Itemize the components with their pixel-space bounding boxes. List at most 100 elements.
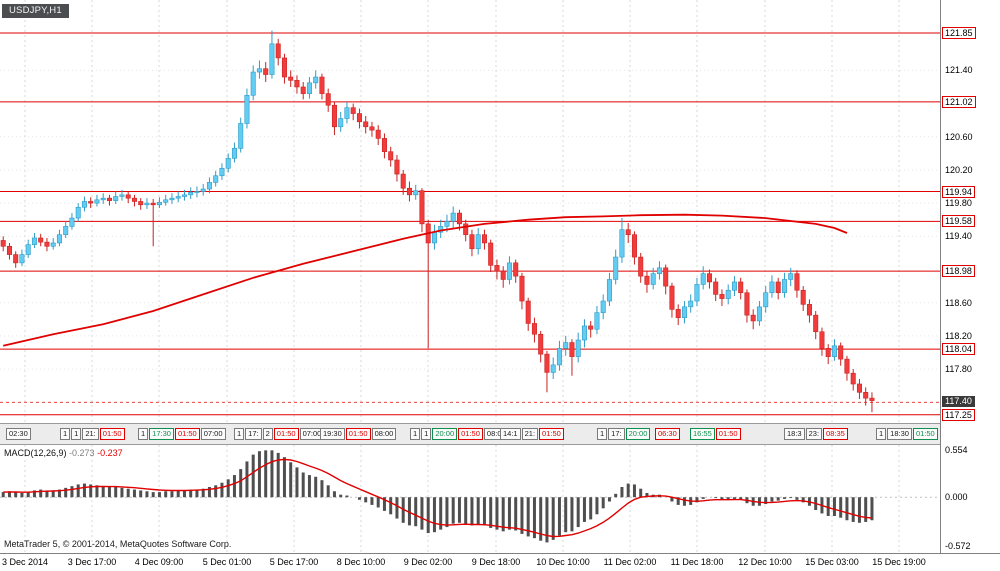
candle-body xyxy=(638,256,644,277)
event-time-badge[interactable]: 20:00 xyxy=(432,428,458,440)
event-time-badge[interactable]: 02:30 xyxy=(6,428,31,440)
event-time-badge[interactable]: 01:50 xyxy=(912,428,938,440)
candle-body xyxy=(825,348,831,357)
event-time-badge[interactable]: 1 xyxy=(421,428,432,440)
candle-body xyxy=(413,190,419,196)
candle-body xyxy=(388,151,394,161)
candle-body xyxy=(175,196,181,199)
event-time-badge[interactable]: 1 xyxy=(138,428,149,440)
event-time-badge[interactable]: 08:00 xyxy=(371,428,397,440)
event-time-badge[interactable]: 23: xyxy=(805,428,823,440)
event-time-badge[interactable]: 1 xyxy=(71,428,82,440)
candle-body xyxy=(488,242,494,266)
event-time-badge[interactable]: 07:00 xyxy=(200,428,226,440)
macd-name: MACD(12,26,9) xyxy=(4,448,67,458)
candle-body xyxy=(169,197,175,201)
candle-body xyxy=(6,245,12,255)
event-time-badge[interactable]: 01:50 xyxy=(458,428,483,440)
event-badge-group: 1 17: 20:00 xyxy=(597,428,651,440)
candle-body xyxy=(369,126,375,131)
time-label: 11 Dec 18:00 xyxy=(670,557,724,567)
candle-body xyxy=(613,256,619,280)
candle-body xyxy=(675,309,681,318)
time-label: 11 Dec 02:00 xyxy=(603,557,657,567)
event-time-badge[interactable]: 17:30 xyxy=(149,428,174,440)
candle-body xyxy=(750,314,756,322)
event-time-badge[interactable]: 01:50 xyxy=(345,428,371,440)
candle-body xyxy=(838,345,844,360)
candle-body xyxy=(594,312,600,330)
price-level-badge: 119.58 xyxy=(942,215,975,228)
candle-body xyxy=(463,223,469,235)
macd-histogram xyxy=(1,450,874,543)
price-scale[interactable]: 121.40 120.60 120.20 119.80 119.40 118.60 118.… xyxy=(940,0,1000,553)
candle-body xyxy=(738,281,744,294)
candle-body xyxy=(294,80,300,88)
event-badge-group: 02:30 xyxy=(6,428,31,440)
event-time-badge[interactable]: 08:35 xyxy=(823,428,848,440)
candle-body xyxy=(163,199,169,203)
price-chart-pane[interactable] xyxy=(0,0,940,423)
candle-body xyxy=(706,273,712,283)
candle-body xyxy=(544,353,550,373)
price-level-badge: 117.25 xyxy=(942,408,975,421)
candle-body xyxy=(419,190,425,225)
event-time-badge[interactable]: 14:1 xyxy=(500,428,521,440)
event-time-badge[interactable]: 01:50 xyxy=(174,428,200,440)
candle-body xyxy=(81,201,87,208)
candle-body xyxy=(306,82,312,94)
candle-body xyxy=(94,199,100,204)
event-time-badge[interactable]: 19:30 xyxy=(320,428,345,440)
event-time-badge[interactable]: 20:00 xyxy=(625,428,651,440)
event-time-badge[interactable]: 01:50 xyxy=(715,428,741,440)
candle-body xyxy=(531,323,537,335)
macd-indicator-pane[interactable] xyxy=(0,445,940,553)
candle-body xyxy=(363,121,369,128)
candle-body xyxy=(788,273,794,280)
candle-body xyxy=(194,191,200,193)
price-label: 120.60 xyxy=(945,131,973,142)
candle-body xyxy=(781,279,787,294)
event-time-badge[interactable]: 17: xyxy=(608,428,625,440)
event-time-badge[interactable]: 1 xyxy=(60,428,71,440)
candle-body xyxy=(0,240,6,247)
candle-body xyxy=(444,221,450,227)
price-label: 121.40 xyxy=(945,65,973,76)
candle-body xyxy=(238,123,244,149)
event-time-badge[interactable]: 18:30 xyxy=(887,428,912,440)
event-time-badge[interactable]: 1 xyxy=(410,428,421,440)
candle-body xyxy=(200,188,206,192)
time-scale[interactable]: 3 Dec 2014 3 Dec 17:00 4 Dec 09:00 5 Dec 01… xyxy=(0,553,1000,571)
candle-body xyxy=(769,281,775,294)
event-time-badge[interactable]: 1 xyxy=(876,428,887,440)
candle-body xyxy=(19,254,25,264)
event-time-badge[interactable]: 2 xyxy=(262,428,273,440)
candle-body xyxy=(381,138,387,152)
event-time-badge[interactable]: 18:3 xyxy=(784,428,805,440)
candle-body xyxy=(450,212,456,222)
event-time-badge[interactable]: 01:50 xyxy=(273,428,299,440)
event-time-badge[interactable]: 17: xyxy=(245,428,262,440)
candle-body xyxy=(225,158,231,169)
candle-body xyxy=(150,202,156,206)
event-time-badge[interactable]: 1 xyxy=(234,428,245,440)
candle-body xyxy=(669,285,675,310)
candle-body xyxy=(575,339,581,357)
event-time-badge[interactable]: 01:50 xyxy=(539,428,564,440)
event-time-badge[interactable]: 21: xyxy=(82,428,99,440)
event-time-badge[interactable]: 21: xyxy=(521,428,539,440)
candle-body xyxy=(556,348,562,366)
candle-body xyxy=(100,197,106,201)
price-label: 119.80 xyxy=(945,198,972,209)
event-time-badge[interactable]: 06:30 xyxy=(655,428,680,440)
event-time-badge[interactable]: 16:55 xyxy=(690,428,715,440)
moving-average-line[interactable] xyxy=(2,213,848,347)
candle-body xyxy=(63,226,69,235)
event-badge-group: 18:3 23: 08:35 xyxy=(784,428,848,440)
event-time-badge[interactable]: 1 xyxy=(597,428,608,440)
candle-body xyxy=(538,333,544,355)
macd-signal-value: -0.237 xyxy=(97,448,123,458)
event-time-badge[interactable]: 01:50 xyxy=(99,428,125,440)
candle-body xyxy=(344,107,350,119)
candle-body xyxy=(500,270,506,280)
